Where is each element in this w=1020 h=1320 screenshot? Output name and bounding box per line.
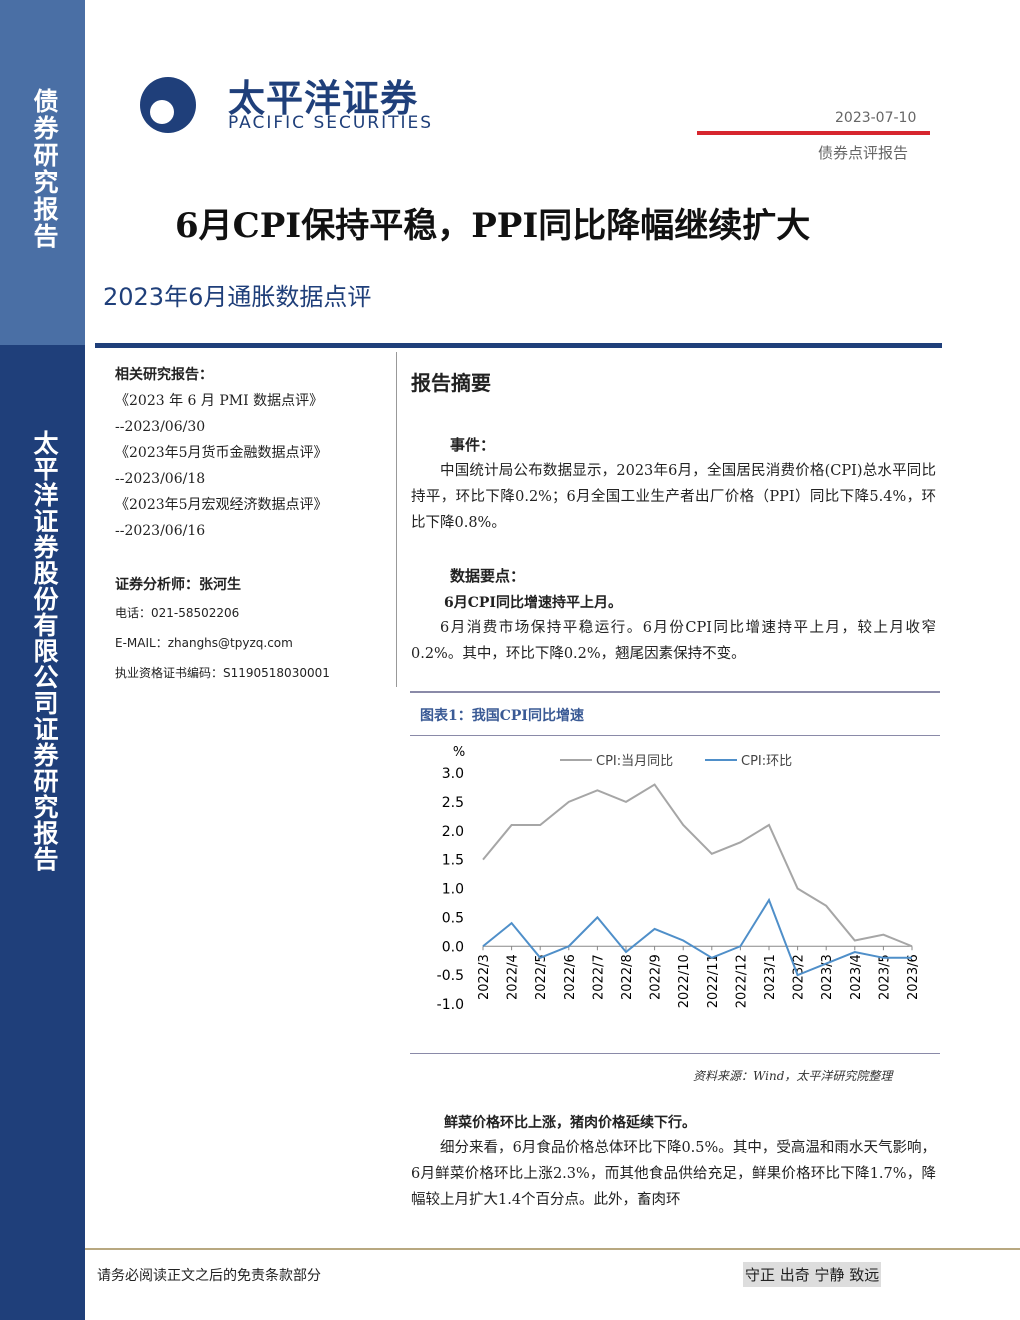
x-tick-label: 2022/6	[563, 954, 578, 1000]
sidebar-label: 债券研究报告	[30, 88, 59, 250]
chart-title: 图表1：我国CPI同比增速	[420, 708, 584, 724]
related: 《2023 年 6 月 PMI 数据点评》	[115, 393, 324, 409]
y-tick-label: -1.0	[437, 997, 464, 1013]
heading: 报告摘要	[411, 371, 491, 395]
brand: 太平洋证券	[228, 77, 418, 120]
x-tick-label: 2022/9	[649, 954, 664, 1000]
title: 6月CPI保持平稳，PPI同比降幅继续扩大	[175, 206, 811, 246]
x-tick-label: 2022/7	[591, 954, 606, 1000]
rule	[410, 1053, 940, 1054]
x-tick-label: 2023/4	[849, 954, 864, 1000]
sidebar-bottom	[0, 345, 85, 1320]
paragraph: 6月消费市场保持平稳运行。6月份CPI同比增速持平上月，较上月收窄0.2%。其中…	[411, 620, 936, 662]
chart: % -1.0 -0.5 0.0 0.5 1.0 1.5 2.0 2.5 3.0 2022/3 2022…	[437, 745, 921, 1013]
brand-en: PACIFIC SECURITIES	[228, 113, 434, 133]
x-tick-label: 2023/3	[820, 954, 835, 1000]
paragraph: 细分来看，6月食品价格总体环比下降0.5%。其中，受高温和雨水天气影响，6月鲜菜…	[411, 1140, 936, 1208]
y-tick-label: 3.0	[442, 766, 464, 782]
x-tick-label: 2022/5	[534, 954, 549, 1000]
source: 资料来源：Wind，太平洋研究院整理	[693, 1069, 893, 1083]
y-tick-label: 0.0	[442, 939, 464, 955]
related: 《2023年5月货币金融数据点评》	[115, 445, 328, 461]
report-type: 债券点评报告	[818, 144, 909, 162]
heading: 鲜菜价格环比上涨，猪肉价格延续下行。	[444, 1115, 696, 1131]
x-tick-label: 2022/3	[477, 954, 492, 1000]
x-tick-label: 2023/1	[763, 954, 778, 1000]
y-tick-label: 1.5	[442, 853, 464, 869]
analyst: 证券分析师：张河生	[115, 577, 241, 593]
x-tick-label: 2023/5	[877, 954, 892, 1000]
y-tick-label: -0.5	[437, 968, 464, 984]
legend-label: CPI:环比	[741, 754, 792, 769]
y-unit: %	[453, 745, 465, 760]
y-tick-label: 0.5	[442, 910, 464, 926]
x-tick-label: 2022/4	[506, 954, 521, 1000]
x-tick-label: 2022/8	[620, 954, 635, 1000]
x-tick-label: 2023/6	[906, 954, 921, 1000]
x-tick-label: 2023/2	[792, 954, 807, 1000]
license: 执业资格证书编码：S1190518030001	[115, 666, 330, 680]
date: 2023-07-10	[835, 110, 917, 126]
rule	[410, 691, 940, 693]
heading: 数据要点：	[450, 567, 526, 585]
heading: 事件：	[450, 436, 496, 454]
x-tick-label: 2022/12	[734, 954, 749, 1008]
disclaimer: 请务必阅读正文之后的免责条款部分	[97, 1268, 321, 1284]
related: --2023/06/30	[115, 419, 206, 435]
subtitle: 2023年6月通胀数据点评	[103, 283, 372, 311]
phone: 电话：021-58502206	[115, 606, 240, 620]
related: --2023/06/18	[115, 471, 206, 487]
related: --2023/06/16	[115, 523, 206, 539]
rule	[95, 343, 942, 348]
paragraph: 中国统计局公布数据显示，2023年6月，全国居民消费价格(CPI)总水平同比持平…	[411, 463, 936, 531]
x-tick-label: 2022/10	[677, 954, 692, 1008]
x-tick-label: 2022/11	[706, 954, 721, 1008]
heading: 相关研究报告：	[115, 367, 213, 383]
rule	[410, 735, 940, 736]
series-line	[482, 783, 913, 948]
y-tick-label: 2.0	[442, 824, 464, 840]
series-line	[482, 897, 912, 977]
left-column: 相关研究报告： 《2023 年 6 月 PMI 数据点评》 --2023/06/…	[115, 362, 385, 688]
y-tick-label: 2.5	[442, 795, 464, 811]
heading: 6月CPI同比增速持平上月。	[444, 595, 622, 611]
email: E-MAIL：zhanghs@tpyzq.com	[115, 636, 293, 650]
rule	[697, 131, 930, 135]
y-tick-label: 1.0	[442, 882, 464, 898]
sidebar-top	[0, 0, 85, 345]
rule	[85, 1248, 1020, 1250]
divider	[396, 352, 397, 687]
sidebar-label: 太平洋证券股份有限公司证券研究报告	[30, 430, 59, 872]
logo	[137, 45, 205, 171]
related: 《2023年5月宏观经济数据点评》	[115, 497, 328, 513]
legend-label: CPI:当月同比	[596, 754, 673, 769]
motto: 守正 出奇 宁静 致远	[743, 1262, 882, 1287]
